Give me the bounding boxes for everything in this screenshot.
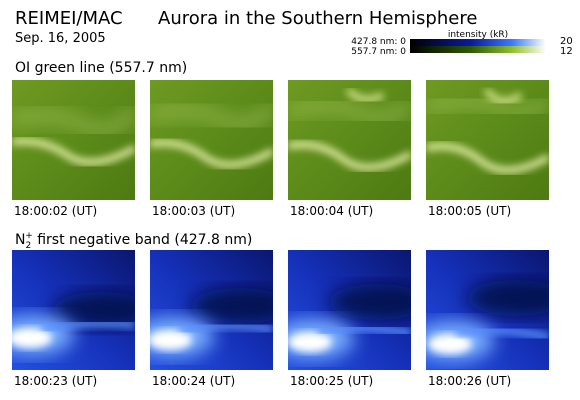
aurora-faint	[426, 96, 549, 117]
timestamp: 18:00:23 (UT)	[14, 374, 97, 388]
colorbar-green	[410, 46, 546, 53]
aurora-arc	[150, 139, 273, 168]
aurora-core	[288, 332, 332, 352]
aurora-image	[426, 80, 549, 200]
instrument: REIMEI/MAC	[15, 8, 123, 29]
aurora-core	[12, 328, 52, 348]
image-bg	[150, 80, 273, 200]
image-content	[12, 250, 135, 370]
aurora-dark	[52, 292, 135, 328]
colorbar-blue	[410, 39, 546, 46]
aurora-image	[150, 250, 273, 370]
timestamp: 18:00:02 (UT)	[14, 204, 97, 218]
aurora-arc	[12, 138, 135, 166]
aurora-image	[426, 250, 549, 370]
aurora-dark	[466, 280, 549, 316]
timestamp: 18:00:25 (UT)	[290, 374, 373, 388]
aurora-image	[288, 250, 411, 370]
aurora-image	[150, 80, 273, 200]
aurora-arc	[41, 319, 135, 334]
image-bg	[288, 80, 411, 200]
timestamp: 18:00:03 (UT)	[152, 204, 235, 218]
timestamp: 18:00:05 (UT)	[428, 204, 511, 218]
aurora-image	[288, 80, 411, 200]
aurora-fold	[345, 87, 385, 103]
title: Aurora in the Southern Hemisphere	[158, 8, 477, 29]
section-title: OI green line (557.7 nm)	[15, 60, 187, 76]
aurora-image	[12, 250, 135, 370]
aurora-arc	[288, 141, 411, 171]
title-rest: first negative band (427.8 nm)	[33, 232, 253, 248]
aurora-arc	[426, 143, 549, 174]
image-content	[288, 80, 411, 200]
title-superscript: +	[25, 231, 33, 241]
aurora-faint	[150, 103, 273, 129]
title-base: N	[15, 232, 25, 248]
timestamp: 18:00:04 (UT)	[290, 204, 373, 218]
aurora-dark	[328, 284, 411, 320]
image-content	[12, 80, 135, 200]
aurora-core	[150, 330, 192, 350]
image-content	[426, 80, 549, 200]
image-bg	[426, 80, 549, 200]
image-content	[426, 250, 549, 370]
aurora-core	[428, 334, 472, 354]
colorbar-max: 20	[560, 36, 573, 47]
aurora-image	[12, 80, 135, 200]
aurora-faint	[288, 100, 411, 123]
timestamp: 18:00:26 (UT)	[428, 374, 511, 388]
aurora-faint	[12, 106, 135, 135]
aurora-fold	[483, 88, 523, 104]
colorbar-label: intensity (kR)	[448, 30, 508, 40]
image-content	[150, 250, 273, 370]
colorbar-max: 12	[560, 46, 573, 57]
image-content	[150, 80, 273, 200]
image-content	[288, 250, 411, 370]
colorbar-row-label: 557.7 nm: 0	[351, 47, 406, 57]
aurora-arc	[317, 324, 411, 337]
aurora-dark	[190, 288, 273, 324]
date: Sep. 16, 2005	[15, 31, 106, 46]
aurora-arc	[455, 326, 549, 341]
aurora-arc	[179, 322, 273, 335]
section-title: N2+ first negative band (427.8 nm)	[15, 231, 252, 251]
timestamp: 18:00:24 (UT)	[152, 374, 235, 388]
title-subscript: 2	[25, 241, 31, 251]
colorbar-row-label: 427.8 nm: 0	[351, 37, 406, 47]
